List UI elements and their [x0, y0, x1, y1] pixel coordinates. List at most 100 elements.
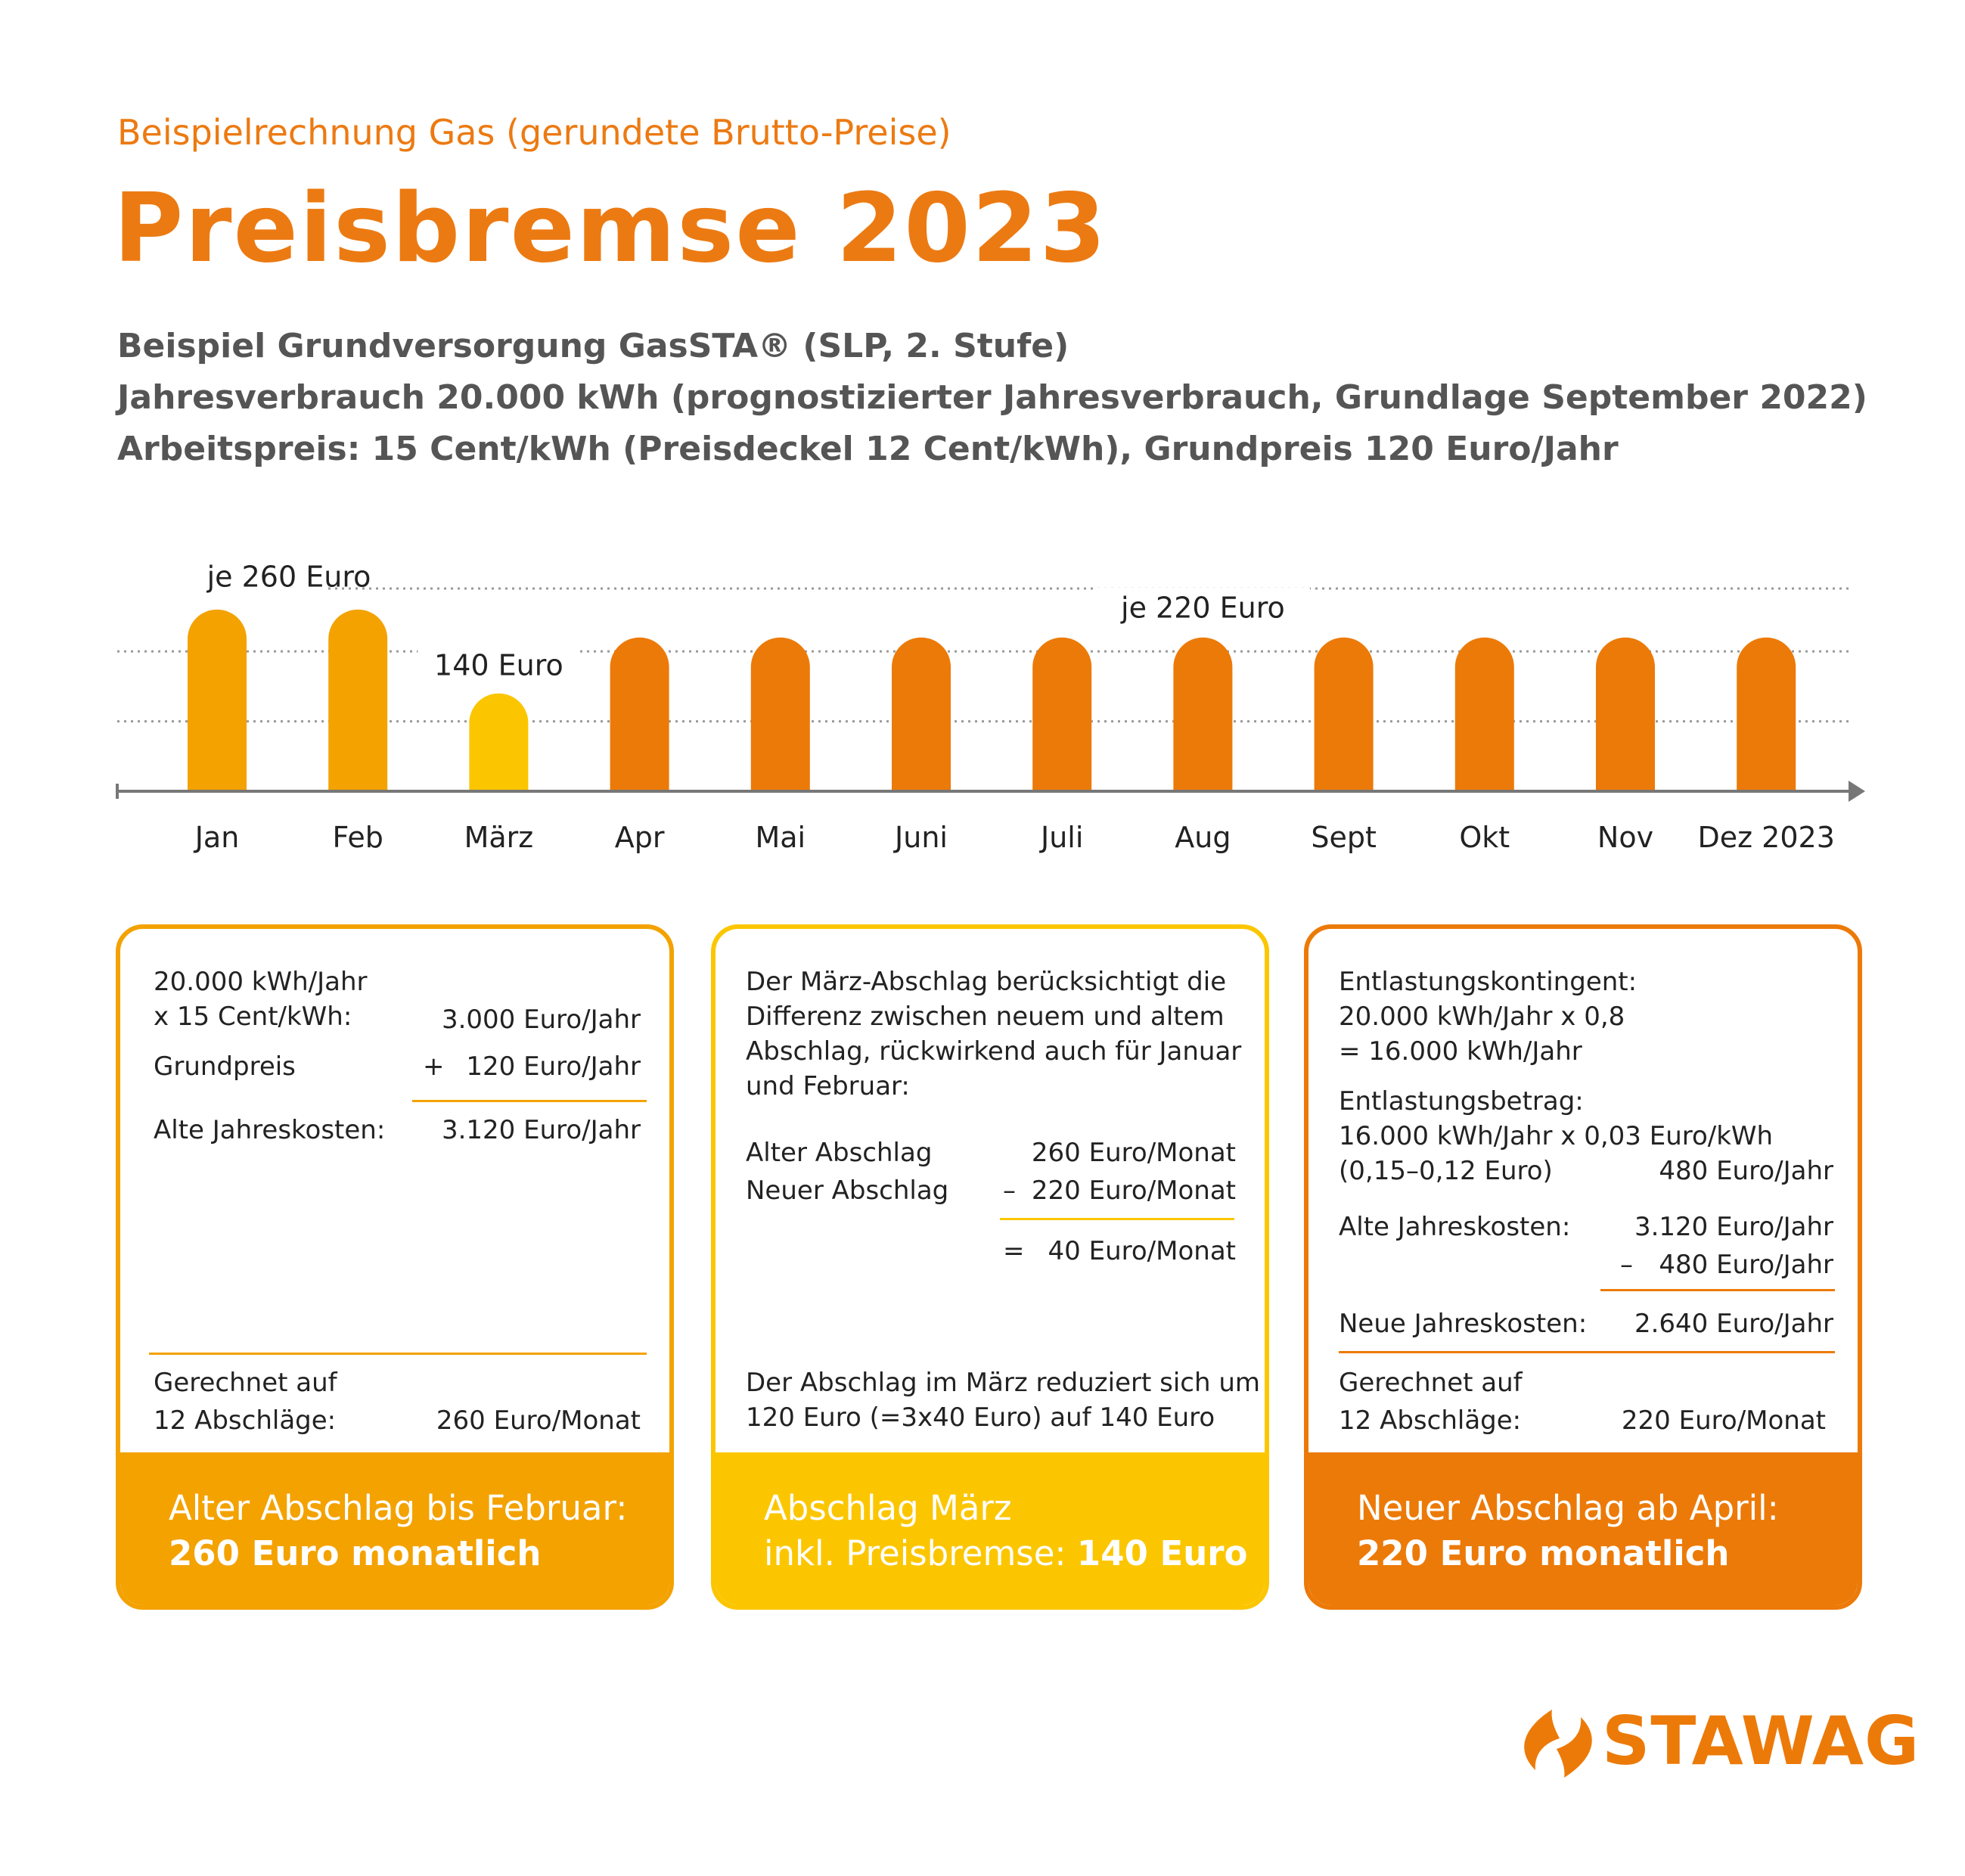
- x-axis-arrow-icon: [1849, 781, 1865, 802]
- explain-line-3: Abschlag, rückwirkend auch für Januar: [746, 1036, 1242, 1067]
- footer-line-2: 220 Euro monatlich: [1357, 1531, 1858, 1576]
- quota-label: Entlastungskontingent:: [1339, 967, 1638, 997]
- result-line-2: 120 Euro (=3x40 Euro) auf 140 Euro: [746, 1402, 1215, 1433]
- x-tick-label-7: Aug: [1175, 821, 1231, 854]
- footer-amount: 140 Euro: [1076, 1533, 1248, 1573]
- grundpreis-value: 120 Euro/Jahr: [466, 1051, 641, 1082]
- card-new-payment: Entlastungskontingent: 20.000 kWh/Jahr x…: [1304, 924, 1862, 1610]
- bar-0: [188, 609, 247, 791]
- x-tick-label-11: Dez 2023: [1698, 821, 1835, 854]
- info-line-2: Jahresverbrauch 20.000 kWh (prognostizie…: [117, 378, 1867, 417]
- x-tick-label-10: Nov: [1597, 821, 1653, 854]
- bar-8: [1314, 637, 1374, 791]
- price-factor-label: x 15 Cent/kWh:: [154, 1002, 352, 1032]
- card-footer: Abschlag März inkl. Preisbremse: 140 Eur…: [716, 1452, 1265, 1605]
- quota-formula: 20.000 kWh/Jahr x 0,8: [1339, 1002, 1625, 1032]
- footer-line-2: 260 Euro monatlich: [169, 1531, 669, 1576]
- footer-line-2: inkl. Preisbremse: 140 Euro: [764, 1531, 1265, 1576]
- relief-difference: (0,15–0,12 Euro): [1339, 1156, 1553, 1186]
- info-line-3: Arbeitspreis: 15 Cent/kWh (Preisdeckel 1…: [117, 430, 1619, 468]
- calc-label-2: 12 Abschläge:: [1339, 1405, 1522, 1436]
- explain-line-4: und Februar:: [746, 1071, 910, 1101]
- page-title: Preisbremse 2023: [113, 172, 1108, 284]
- old-payment-value: 260 Euro/Monat: [1031, 1138, 1236, 1168]
- annotation-bg-2: [1095, 587, 1310, 627]
- section-divider: [1339, 1351, 1835, 1353]
- explain-line-2: Differenz zwischen neuem und altem: [746, 1002, 1225, 1032]
- footer-amount: 220 Euro monatlich: [1357, 1533, 1730, 1573]
- relief-label: Entlastungsbetrag:: [1339, 1086, 1584, 1117]
- plus-sign: +: [423, 1051, 445, 1082]
- x-tick-label-6: Juli: [1039, 821, 1083, 854]
- footer-line-1: Alter Abschlag bis Februar:: [169, 1488, 628, 1528]
- footer-line-1: Neuer Abschlag ab April:: [1357, 1488, 1779, 1528]
- bar-5: [892, 637, 951, 791]
- x-tick-label-1: Feb: [333, 821, 383, 854]
- grundpreis-label: Grundpreis: [154, 1051, 296, 1082]
- bar-1: [328, 609, 388, 791]
- x-tick-label-4: Mai: [755, 821, 806, 854]
- card-footer: Neuer Abschlag ab April: 220 Euro monatl…: [1308, 1452, 1858, 1605]
- x-tick-label-3: Apr: [615, 821, 665, 854]
- consumption-label: 20.000 kWh/Jahr: [154, 967, 368, 997]
- old-costs-value: 3.120 Euro/Jahr: [1634, 1212, 1833, 1242]
- x-tick-label-5: Juni: [893, 821, 948, 854]
- quota-result: = 16.000 kWh/Jahr: [1339, 1036, 1582, 1067]
- bar-11: [1737, 637, 1796, 791]
- relief-deduction-value: 480 Euro/Jahr: [1659, 1250, 1833, 1280]
- result-line-1: Der Abschlag im März reduziert sich um: [746, 1368, 1261, 1398]
- equals-sign: =: [1003, 1236, 1025, 1266]
- footer-prefix: inkl. Preisbremse:: [764, 1533, 1077, 1573]
- stawag-logo: STAWAG: [1513, 1702, 1919, 1788]
- energy-cost-value: 3.000 Euro/Jahr: [441, 1005, 641, 1035]
- new-payment-label: Neuer Abschlag: [746, 1176, 949, 1206]
- monthly-value: 220 Euro/Monat: [1621, 1405, 1826, 1436]
- calc-label-1: Gerechnet auf: [154, 1368, 337, 1398]
- difference-value: 40 Euro/Monat: [1048, 1236, 1236, 1266]
- annotation-bg-0: [110, 556, 324, 596]
- bar-7: [1173, 637, 1233, 791]
- data-label-2: je 220 Euro: [1120, 592, 1285, 625]
- subtitle: Beispielrechnung Gas (gerundete Brutto-P…: [117, 112, 951, 153]
- sum-divider: [1600, 1289, 1835, 1291]
- minus-sign: –: [1620, 1250, 1633, 1280]
- sum-divider: [412, 1100, 647, 1102]
- data-label-0: je 260 Euro: [206, 561, 371, 594]
- new-costs-label: Neue Jahreskosten:: [1339, 1309, 1588, 1339]
- footer-line-1: Abschlag März: [764, 1488, 1012, 1528]
- minus-sign: –: [1003, 1176, 1016, 1206]
- new-costs-value: 2.640 Euro/Jahr: [1634, 1309, 1833, 1339]
- relief-value: 480 Euro/Jahr: [1659, 1156, 1833, 1186]
- calc-label-1: Gerechnet auf: [1339, 1368, 1523, 1398]
- bar-9: [1454, 637, 1514, 791]
- x-tick-label-0: Jan: [194, 821, 240, 854]
- info-line-1: Beispiel Grundversorgung GasSTA® (SLP, 2…: [117, 327, 1069, 365]
- bar-10: [1596, 637, 1655, 791]
- new-payment-value: 220 Euro/Monat: [1031, 1176, 1236, 1206]
- footer-amount: 260 Euro monatlich: [169, 1533, 542, 1573]
- logo-text: STAWAG: [1602, 1702, 1920, 1780]
- stawag-flame-icon: [1524, 1710, 1592, 1778]
- x-tick-label-2: März: [464, 821, 534, 854]
- bar-3: [610, 637, 669, 791]
- old-costs-label: Alte Jahreskosten:: [154, 1115, 386, 1145]
- bar-6: [1032, 637, 1092, 791]
- explain-line-1: Der März-Abschlag berücksichtigt die: [746, 967, 1227, 997]
- card-old-payment: 20.000 kWh/Jahr x 15 Cent/kWh: 3.000 Eur…: [116, 924, 674, 1610]
- bar-4: [750, 637, 810, 791]
- old-costs-value: 3.120 Euro/Jahr: [441, 1115, 641, 1145]
- section-divider: [149, 1353, 647, 1355]
- calc-label-2: 12 Abschläge:: [154, 1405, 337, 1436]
- card-march-payment: Der März-Abschlag berücksichtigt die Dif…: [711, 924, 1269, 1610]
- old-payment-label: Alter Abschlag: [746, 1138, 933, 1168]
- bar-chart: Jan Feb März Apr Mai Juni Juli Aug Sept Okt Nov Dez…: [110, 556, 1865, 854]
- bar-2: [469, 693, 529, 791]
- old-costs-label: Alte Jahreskosten:: [1339, 1212, 1571, 1242]
- card-footer: Alter Abschlag bis Februar: 260 Euro mon…: [120, 1452, 669, 1605]
- diff-divider: [1000, 1218, 1234, 1220]
- x-tick-label-8: Sept: [1311, 821, 1377, 854]
- x-tick-label-9: Okt: [1459, 821, 1510, 854]
- monthly-value: 260 Euro/Monat: [436, 1405, 641, 1436]
- relief-formula: 16.000 kWh/Jahr x 0,03 Euro/kWh: [1339, 1121, 1774, 1151]
- annotation-bg-1: [418, 644, 580, 685]
